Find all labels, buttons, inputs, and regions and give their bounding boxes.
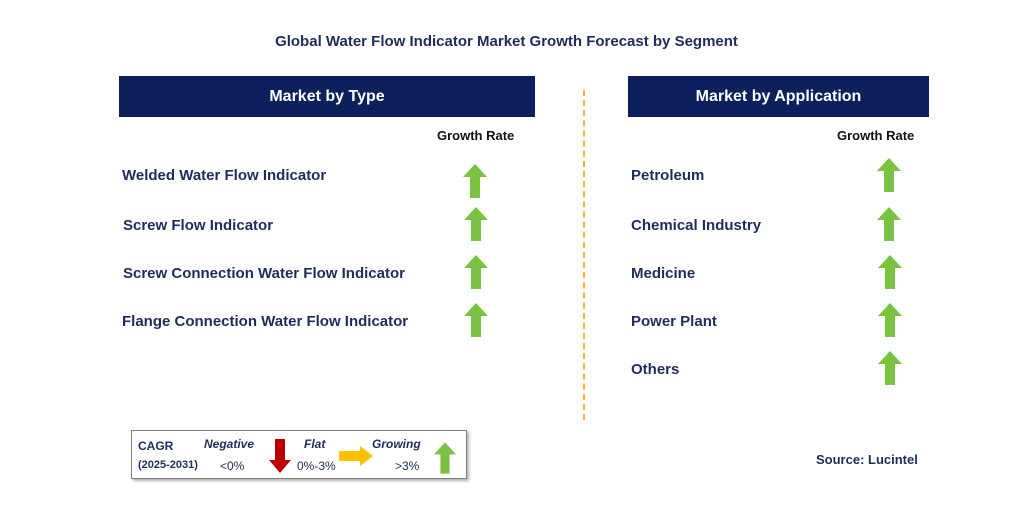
legend-flat-range: 0%-3% [297, 459, 336, 473]
panel-divider [583, 90, 585, 420]
application-row-label: Medicine [631, 265, 696, 282]
legend-negative-label: Negative [204, 437, 255, 451]
up-arrow-icon [464, 303, 488, 337]
up-arrow-icon [878, 255, 902, 289]
legend-negative-range: <0% [220, 459, 245, 473]
left-growth-rate-label: Growth Rate [437, 128, 515, 143]
right-growth-rate-label: Growth Rate [837, 128, 915, 143]
market-by-type-header: Market by Type [119, 76, 535, 117]
application-row-label: Petroleum [631, 167, 705, 184]
up-arrow-icon [878, 303, 902, 337]
legend-growing-range: >3% [395, 459, 420, 473]
cagr-legend: CAGR (2025-2031) Negative <0% Flat 0%-3%… [131, 430, 467, 479]
legend-growing-label: Growing [372, 437, 421, 451]
market-by-application-header: Market by Application [628, 76, 929, 117]
legend-flat-label: Flat [304, 437, 326, 451]
type-row-label: Screw Connection Water Flow Indicator [123, 265, 405, 282]
chart-title: Global Water Flow Indicator Market Growt… [275, 33, 738, 50]
type-row-label: Screw Flow Indicator [123, 217, 274, 234]
application-row-label: Power Plant [631, 313, 717, 330]
source-label: Source: Lucintel [816, 452, 918, 467]
up-arrow-icon [463, 164, 487, 198]
legend-period: (2025-2031) [138, 459, 198, 471]
type-row-label: Welded Water Flow Indicator [122, 167, 327, 184]
legend-cagr-label: CAGR [138, 439, 174, 453]
up-arrow-icon [464, 255, 488, 289]
up-arrow-icon [878, 351, 902, 385]
application-row-label: Chemical Industry [631, 217, 762, 234]
type-row-label: Flange Connection Water Flow Indicator [122, 313, 409, 330]
up-arrow-icon [877, 158, 901, 192]
up-arrow-icon [464, 207, 488, 241]
application-row-label: Others [631, 361, 680, 378]
up-arrow-icon [434, 442, 456, 474]
right-arrow-icon [339, 446, 373, 466]
up-arrow-icon [877, 207, 901, 241]
down-arrow-icon [269, 439, 291, 473]
